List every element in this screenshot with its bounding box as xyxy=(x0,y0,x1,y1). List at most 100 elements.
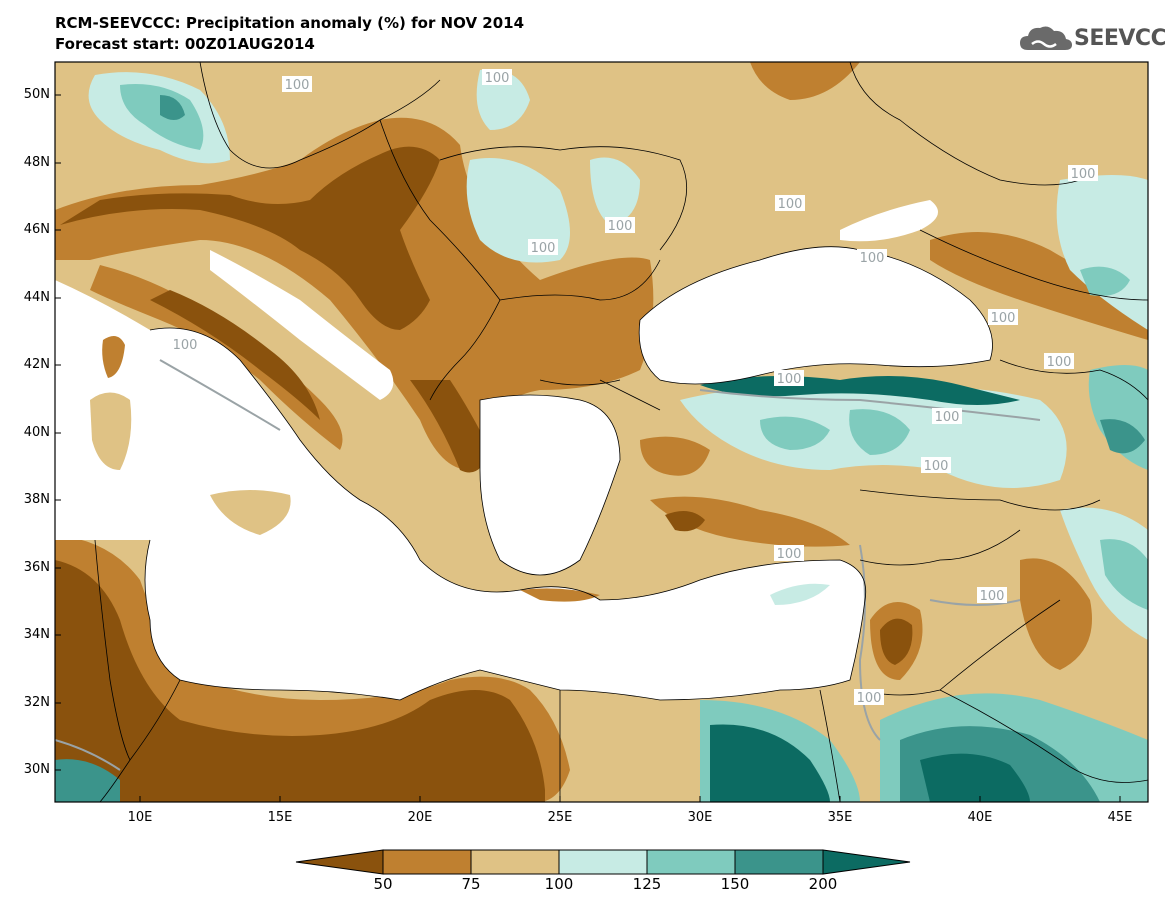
colorbar-tick-150: 150 xyxy=(720,875,750,893)
anomaly-patch-italy-dark xyxy=(150,290,320,420)
colorbar-tick-50: 50 xyxy=(373,875,393,893)
anomaly-patch-romania-wet xyxy=(466,158,570,263)
axis-ticks xyxy=(55,94,1121,802)
lat-label-30n: 30N xyxy=(23,762,50,777)
lon-label-10e: 10E xyxy=(127,810,153,825)
lat-label-46n: 46N xyxy=(23,222,50,237)
anomaly-patch-albania-dark xyxy=(410,380,490,473)
sea-of-azov xyxy=(840,200,938,242)
anomaly-patch-egypt-dark xyxy=(710,724,830,802)
contour-label: 100 xyxy=(924,459,949,474)
anomaly-patch-iran-wet2 xyxy=(1100,539,1148,610)
anomaly-patch-iraq xyxy=(1020,558,1092,670)
contour-label: 100 xyxy=(777,372,802,387)
lat-label-36n: 36N xyxy=(23,560,50,575)
mediterranean-sea xyxy=(55,280,866,700)
anomaly-patch-russia-wet xyxy=(1056,175,1148,330)
anomaly-patch-libya-dark xyxy=(55,560,545,802)
contour-label: 100 xyxy=(991,311,1016,326)
colorbar-segment-150-200 xyxy=(734,849,824,875)
cloud-logo-icon xyxy=(1020,26,1072,50)
map-frame xyxy=(54,61,1149,803)
black-sea xyxy=(639,246,993,384)
colorbar-segment-100-125 xyxy=(558,849,648,875)
contour-line-100-a xyxy=(159,359,281,431)
lat-label-50n: 50N xyxy=(23,87,50,102)
anomaly-patch-ukraine xyxy=(750,62,860,100)
colorbar-segment-50-75 xyxy=(382,849,472,875)
anomaly-patch-moldova-wet xyxy=(590,157,640,225)
adriatic-sea xyxy=(210,250,394,400)
anomaly-patch-anatolia-wet3 xyxy=(849,409,910,455)
contour-label: 100 xyxy=(1047,355,1072,370)
contour-line-100-b xyxy=(699,389,1041,421)
colorbar-segment-75-100 xyxy=(470,849,560,875)
contour-line-100-d xyxy=(55,739,121,771)
crete xyxy=(520,588,600,602)
lon-label-35e: 35E xyxy=(827,810,853,825)
sicily xyxy=(210,490,291,535)
contour-label: 100 xyxy=(860,251,885,266)
anomaly-patch-syria-dark xyxy=(880,618,913,665)
mediterranean-coastline xyxy=(144,327,867,701)
lon-label-15e: 15E xyxy=(267,810,293,825)
contour-label: 100 xyxy=(778,197,803,212)
lon-label-20e: 20E xyxy=(407,810,433,825)
anomaly-patch-germany-wet2 xyxy=(120,84,204,150)
anomaly-patch-georgia-wet2 xyxy=(1100,419,1145,454)
colorbar-tick-200: 200 xyxy=(808,875,838,893)
contour-label: 100 xyxy=(777,547,802,562)
lon-label-30e: 30E xyxy=(687,810,713,825)
lat-label-32n: 32N xyxy=(23,695,50,710)
lat-label-48n: 48N xyxy=(23,155,50,170)
colorbar-segment-below-50 xyxy=(295,849,384,875)
anomaly-patch-russia-wet2 xyxy=(1080,266,1130,296)
anomaly-patch-turkey-south xyxy=(650,496,850,547)
aegean-coastline xyxy=(479,394,621,576)
colorbar-tick-125: 125 xyxy=(632,875,662,893)
lon-label-45e: 45E xyxy=(1107,810,1133,825)
lat-label-42n: 42N xyxy=(23,357,50,372)
anomaly-patch-turkey-dark xyxy=(665,511,705,532)
corsica xyxy=(102,336,125,378)
contour-label: 100 xyxy=(285,78,310,93)
contour-line-100-e xyxy=(929,599,1021,606)
cyprus xyxy=(770,583,830,605)
lat-label-40n: 40N xyxy=(23,425,50,440)
contour-label: 100 xyxy=(980,589,1005,604)
anomaly-patch-alps-dark xyxy=(60,146,440,330)
country-borders xyxy=(94,62,1148,802)
forecast-start-label: Forecast start: 00Z01AUG2014 xyxy=(55,35,315,53)
colorbar xyxy=(295,849,911,875)
anomaly-patch-germany-wet3 xyxy=(160,95,185,120)
anomaly-patch-turkey-west xyxy=(640,436,710,476)
anomaly-patch-iran-wet xyxy=(1060,507,1148,640)
lat-label-34n: 34N xyxy=(23,627,50,642)
lon-label-25e: 25E xyxy=(547,810,573,825)
sardinia xyxy=(90,392,132,470)
contour-label: 100 xyxy=(173,338,198,353)
contour-label: 100 xyxy=(608,219,633,234)
seevccc-logo: SEEVCCC xyxy=(1018,22,1165,56)
black-sea-coastline xyxy=(638,246,993,385)
map-title: RCM-SEEVCCC: Precipitation anomaly (%) f… xyxy=(55,14,525,32)
anomaly-patch-anatolia-wet2 xyxy=(760,416,830,450)
contour-labels: 100 100 100 100 100 100 100 100 100 100 … xyxy=(170,69,1098,706)
anomaly-patch-italy xyxy=(90,265,343,450)
lat-label-38n: 38N xyxy=(23,492,50,507)
lat-label-44n: 44N xyxy=(23,290,50,305)
lon-label-40e: 40E xyxy=(967,810,993,825)
colorbar-tick-75: 75 xyxy=(461,875,481,893)
contour-line-100-c xyxy=(858,544,881,741)
logo-text: SEEVCCC xyxy=(1074,26,1165,51)
contour-label: 100 xyxy=(857,691,882,706)
contour-label: 100 xyxy=(1071,167,1096,182)
anomaly-patch-tunisia-wet xyxy=(55,759,120,802)
anomaly-patch-arabia-dark xyxy=(920,753,1030,802)
contour-label: 100 xyxy=(935,410,960,425)
colorbar-segment-above-200 xyxy=(822,849,911,875)
colorbar-segment-125-150 xyxy=(646,849,736,875)
aegean-sea xyxy=(480,395,620,575)
contour-label: 100 xyxy=(485,71,510,86)
